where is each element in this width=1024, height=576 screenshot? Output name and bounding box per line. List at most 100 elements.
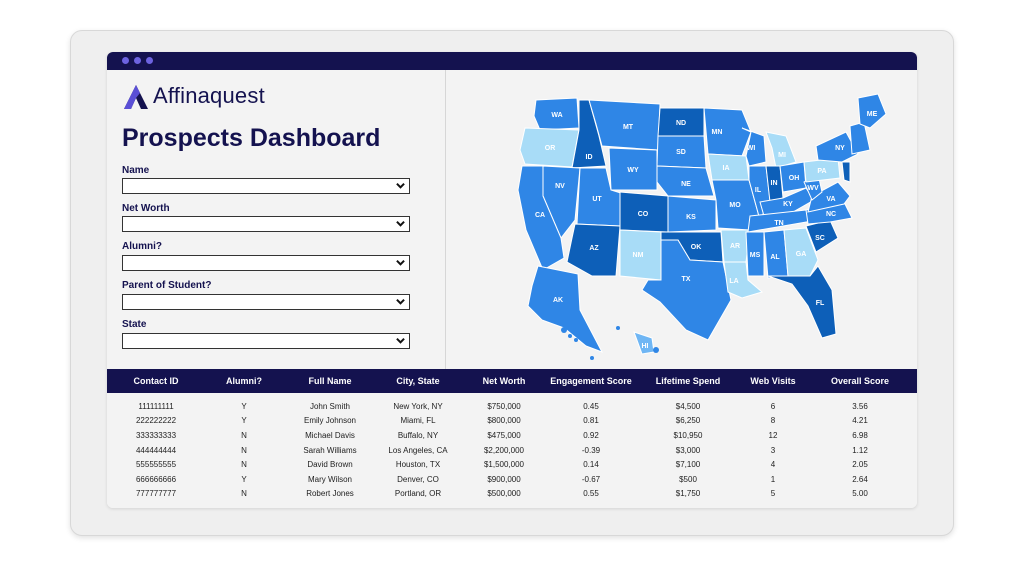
table-cell: $7,100 (675, 460, 701, 470)
table-cell: Emily Johnson (303, 416, 357, 426)
state-shape[interactable] (667, 195, 717, 233)
net-worth-filter-label: Net Worth (122, 203, 170, 214)
state-label: MT (623, 124, 634, 131)
table-cell: Denver, CO (397, 474, 439, 484)
table-cell: 3 (770, 445, 776, 455)
table-row[interactable]: 777777777 N Robert Jones Portland, OR $500,0… (107, 487, 917, 502)
table-cell: Y (241, 474, 247, 484)
state-shape[interactable] (765, 131, 797, 169)
table-row[interactable]: 222222222 Y Emily Johnson Miami, FL $800,000… (107, 414, 917, 429)
state-label: OR (545, 145, 556, 152)
state-shape[interactable] (608, 147, 658, 191)
us-map: WA OR ID MT ND SD NE WY NV CA UT CO AZ NM KS OK TX MN IA MO… (446, 70, 917, 369)
column-header[interactable]: Net Worth (482, 376, 526, 386)
state-shape[interactable] (815, 131, 859, 163)
table-row[interactable]: 444444444 N Sarah Williams Los Angeles, CA $… (107, 443, 917, 458)
net-worth-filter-select[interactable] (122, 216, 410, 232)
island-shape (568, 334, 572, 338)
parent-filter-label: Parent of Student? (122, 280, 212, 291)
state-shape[interactable] (767, 265, 837, 339)
state-shape[interactable] (841, 161, 851, 183)
table-cell: John Smith (309, 401, 351, 411)
table-cell: 6.98 (852, 430, 868, 440)
state-shape[interactable] (703, 107, 752, 157)
table-row[interactable]: 555555555 N David Brown Houston, TX $1,500,0… (107, 457, 917, 472)
state-shape[interactable] (527, 265, 604, 353)
table-cell: 111111111 (138, 401, 174, 411)
chevron-down-icon (396, 259, 405, 266)
state-label: WV (807, 185, 819, 192)
table-row[interactable]: 333333333 N Michael Davis Buffalo, NY $475,0… (107, 428, 917, 443)
state-shape[interactable] (783, 227, 819, 277)
state-label: ND (676, 120, 686, 127)
table-cell: 5 (770, 489, 776, 499)
table-row[interactable]: 111111111 Y John Smith New York, NY $750,000… (107, 393, 917, 414)
table-cell: 4.21 (852, 416, 868, 426)
table-cell: Houston, TX (395, 460, 441, 470)
column-header[interactable]: Contact ID (133, 376, 179, 386)
state-filter-select[interactable] (122, 333, 410, 349)
alumni-filter-select[interactable] (122, 255, 410, 271)
state-label: GA (796, 251, 807, 258)
table-cell: 6 (770, 401, 776, 411)
table-cell: $1,500,000 (483, 460, 525, 470)
state-label: MO (729, 202, 741, 209)
island-shape (616, 326, 620, 330)
table-cell: -0.39 (581, 445, 601, 455)
column-header[interactable]: Engagement Score (550, 376, 632, 386)
name-filter-select[interactable] (122, 178, 410, 194)
parent-filter-select[interactable] (122, 294, 410, 310)
state-label: MI (778, 152, 786, 159)
column-header[interactable]: Full Name (308, 376, 352, 386)
column-header[interactable]: City, State (396, 376, 440, 386)
state-shape[interactable] (641, 239, 732, 341)
state-label: MN (712, 129, 723, 136)
state-shape[interactable] (807, 181, 851, 213)
state-label: IA (723, 165, 730, 172)
column-header[interactable]: Web Visits (750, 376, 796, 386)
window-dot[interactable] (134, 57, 141, 64)
state-shape[interactable] (566, 223, 621, 277)
table-cell: N (241, 445, 247, 455)
table-row[interactable]: 666666666 Y Mary Wilson Denver, CO $900,000 -… (107, 472, 917, 487)
title-bar (107, 52, 917, 70)
dashboard-window: Affinaquest Prospects Dashboard Name Net… (107, 52, 917, 508)
table-cell: $4,500 (675, 401, 701, 411)
column-header[interactable]: Overall Score (830, 376, 890, 386)
state-shape[interactable] (745, 231, 765, 277)
window-dot[interactable] (146, 57, 153, 64)
table-cell: Miami, FL (400, 416, 436, 426)
table-cell: 333333333 (135, 430, 177, 440)
table-cell: Y (241, 416, 247, 426)
column-header[interactable]: Lifetime Spend (655, 376, 721, 386)
column-header[interactable]: Alumni? (226, 376, 262, 386)
state-shape[interactable] (849, 121, 871, 155)
island-shape (574, 338, 578, 342)
table-cell: 0.14 (583, 460, 599, 470)
window-dot[interactable] (122, 57, 129, 64)
state-label: OK (691, 244, 702, 251)
table-cell: 8 (770, 416, 776, 426)
table-cell: Buffalo, NY (397, 430, 439, 440)
table-cell: $900,000 (487, 474, 521, 484)
state-label: NY (835, 145, 845, 152)
alumni-filter-label: Alumni? (122, 241, 162, 252)
table-cell: 222222222 (135, 416, 177, 426)
state-shape[interactable] (857, 93, 887, 129)
table-cell: N (241, 489, 247, 499)
state-shape[interactable] (723, 261, 764, 299)
state-label: AZ (589, 245, 599, 252)
state-shape[interactable] (519, 127, 580, 168)
state-label: SC (815, 235, 825, 242)
table-cell: 3.56 (852, 401, 868, 411)
state-shape[interactable] (517, 165, 565, 271)
state-label: CA (535, 212, 545, 219)
state-label: LA (729, 278, 738, 285)
table-cell: $500 (679, 474, 697, 484)
state-label: WI (747, 145, 756, 152)
table-cell: $500,000 (487, 489, 521, 499)
table-cell: Sarah Williams (303, 445, 357, 455)
table-cell: N (241, 430, 247, 440)
state-shape[interactable] (588, 99, 661, 151)
table-cell: Los Angeles, CA (388, 445, 448, 455)
